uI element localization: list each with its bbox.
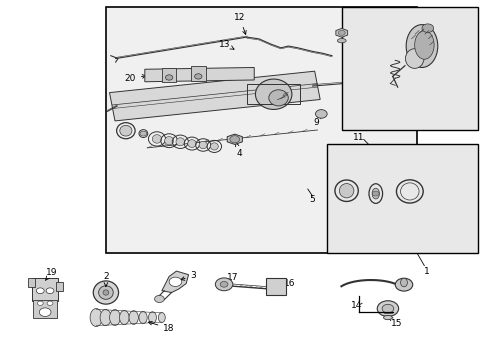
Ellipse shape [148, 312, 156, 323]
Polygon shape [162, 271, 188, 293]
Bar [56, 282, 63, 291]
Text: 20: 20 [124, 74, 146, 83]
Text: 16: 16 [276, 279, 294, 291]
Bar [341, 7, 477, 130]
Circle shape [154, 296, 164, 302]
Ellipse shape [164, 136, 173, 145]
Polygon shape [144, 67, 254, 82]
Text: 5: 5 [309, 195, 315, 204]
Circle shape [215, 278, 232, 291]
Circle shape [36, 288, 44, 294]
Polygon shape [335, 28, 347, 37]
Ellipse shape [210, 143, 218, 150]
Text: 18: 18 [148, 321, 175, 333]
Text: 8: 8 [391, 174, 397, 183]
Ellipse shape [406, 24, 437, 67]
Text: 10: 10 [432, 118, 444, 127]
Text: 15: 15 [388, 317, 402, 328]
Text: 2: 2 [103, 272, 108, 287]
Bar [33, 300, 57, 318]
Text: 14: 14 [350, 301, 361, 310]
Text: 4: 4 [235, 143, 242, 158]
Circle shape [381, 304, 393, 313]
Circle shape [46, 288, 54, 294]
Text: 4: 4 [348, 18, 354, 27]
Ellipse shape [152, 135, 162, 143]
Bar [28, 278, 35, 287]
Bar [266, 278, 285, 295]
Circle shape [37, 301, 43, 305]
Circle shape [421, 24, 433, 32]
Circle shape [39, 308, 51, 316]
Bar [326, 144, 477, 253]
Ellipse shape [371, 188, 379, 199]
Ellipse shape [93, 281, 118, 304]
Text: 13: 13 [219, 40, 234, 49]
Text: 1: 1 [423, 267, 429, 276]
Circle shape [47, 301, 53, 305]
Ellipse shape [187, 140, 196, 148]
Ellipse shape [339, 184, 353, 198]
Circle shape [169, 277, 182, 287]
Ellipse shape [99, 286, 113, 299]
Ellipse shape [120, 125, 132, 136]
Text: 19: 19 [45, 268, 57, 280]
Ellipse shape [383, 315, 391, 320]
Ellipse shape [158, 312, 165, 323]
Circle shape [376, 301, 398, 316]
Ellipse shape [405, 49, 423, 68]
Text: 3: 3 [181, 271, 196, 280]
Circle shape [372, 191, 378, 196]
Ellipse shape [103, 290, 109, 295]
Circle shape [338, 30, 345, 35]
Ellipse shape [255, 79, 291, 109]
Ellipse shape [414, 31, 433, 59]
Ellipse shape [400, 278, 407, 287]
Text: 12: 12 [233, 13, 245, 34]
Bar [191, 66, 205, 81]
Bar [162, 68, 176, 82]
Circle shape [315, 110, 326, 118]
Text: 7: 7 [366, 174, 371, 183]
Circle shape [140, 131, 146, 136]
Ellipse shape [109, 310, 120, 325]
Ellipse shape [165, 75, 172, 80]
Ellipse shape [90, 309, 102, 327]
Ellipse shape [337, 39, 346, 43]
Ellipse shape [268, 90, 287, 106]
Circle shape [229, 136, 239, 143]
Ellipse shape [139, 311, 147, 324]
Polygon shape [227, 134, 242, 144]
Ellipse shape [100, 310, 111, 325]
Text: 9: 9 [313, 115, 320, 127]
Bar [246, 84, 300, 104]
Text: 11: 11 [352, 132, 364, 141]
Circle shape [394, 278, 412, 291]
Polygon shape [109, 71, 320, 121]
Ellipse shape [119, 310, 129, 325]
Ellipse shape [129, 311, 138, 324]
Text: 17: 17 [226, 273, 238, 282]
Bar [31, 278, 58, 301]
Text: 6: 6 [337, 172, 343, 181]
Bar [106, 7, 416, 253]
Ellipse shape [194, 74, 202, 79]
Ellipse shape [176, 138, 184, 146]
Circle shape [220, 282, 227, 287]
Ellipse shape [199, 141, 207, 149]
